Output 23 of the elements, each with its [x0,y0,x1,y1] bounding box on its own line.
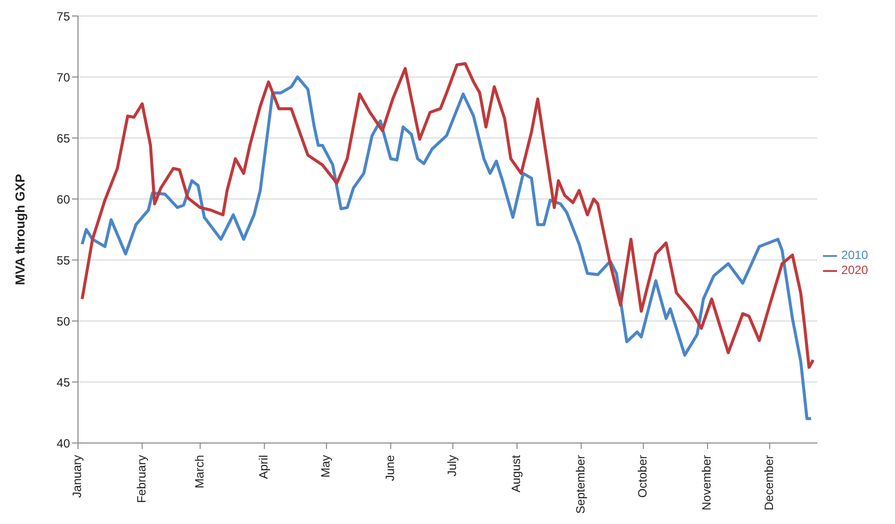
x-tick-label: October [636,455,650,498]
x-tick-label: January [70,455,84,498]
x-tick-label: November [700,455,714,510]
legend-label: 2020 [841,263,868,277]
y-tick-label: 40 [56,436,70,450]
legend-label: 2010 [841,248,868,262]
x-tick-label: March [192,455,206,488]
y-tick-label: 60 [56,192,70,206]
x-tick-label: May [318,455,333,478]
x-tick-label: July [444,455,459,476]
y-tick-label: 75 [56,9,70,24]
x-tick-label: August [509,454,524,492]
x-tick-label: December [762,455,776,510]
y-tick-label: 50 [56,314,70,328]
x-tick-label: June [382,454,397,482]
y-tick-label: 70 [56,70,70,84]
y-axis-title: MVA through GXP [12,174,28,286]
y-tick-label: 55 [56,253,70,268]
x-tick-label: September [573,455,588,514]
y-tick-label: 45 [56,375,70,390]
x-tick-label: April [256,455,271,480]
x-tick-label: February [134,455,148,504]
y-tick-label: 65 [56,131,70,146]
